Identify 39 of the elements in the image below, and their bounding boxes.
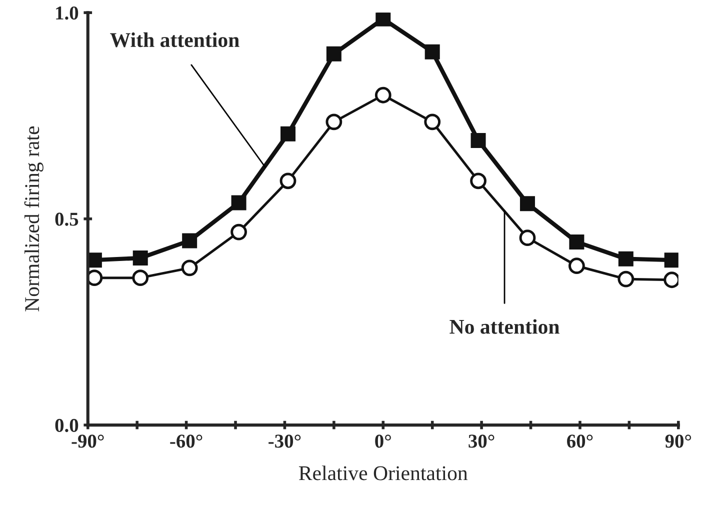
point: [470, 172, 486, 190]
point: [569, 234, 584, 250]
x-tick-label: 60°: [567, 434, 593, 448]
point: [376, 12, 391, 26]
point: [132, 270, 149, 286]
annotation: No attention: [450, 319, 560, 334]
point: [470, 132, 486, 148]
point: [181, 260, 198, 276]
annotation: With attention: [110, 32, 240, 48]
point: [231, 195, 246, 210]
point: [88, 252, 102, 268]
point: [230, 224, 247, 240]
point: [132, 250, 148, 266]
x-tick-label: -60°: [170, 434, 202, 448]
point: [618, 251, 634, 266]
point: [280, 126, 296, 142]
point: [374, 86, 392, 104]
point: [520, 196, 535, 212]
point: [424, 44, 440, 60]
x-tick-label: 90°: [665, 434, 692, 448]
point: [280, 172, 296, 190]
y-tick-label: 1.0: [56, 6, 78, 20]
point: [182, 233, 198, 248]
point: [326, 114, 342, 130]
point: [519, 230, 536, 246]
point: [618, 270, 634, 288]
point: [326, 46, 342, 62]
y-tick-label: 0.0: [55, 418, 78, 432]
point: [424, 114, 441, 130]
y-axis-title: Normalized firing rate: [24, 126, 44, 312]
x-axis-title: Relative Orientation: [298, 466, 468, 480]
point: [88, 270, 103, 286]
x-tick-label: -30°: [268, 434, 301, 448]
x-tick-label: -90°: [72, 434, 104, 448]
y-tick-label: 0.5: [55, 212, 78, 226]
x-tick-label: 0°: [375, 434, 391, 448]
point: [664, 252, 678, 268]
point: [568, 258, 585, 274]
x-tick-label: 30°: [468, 434, 494, 448]
